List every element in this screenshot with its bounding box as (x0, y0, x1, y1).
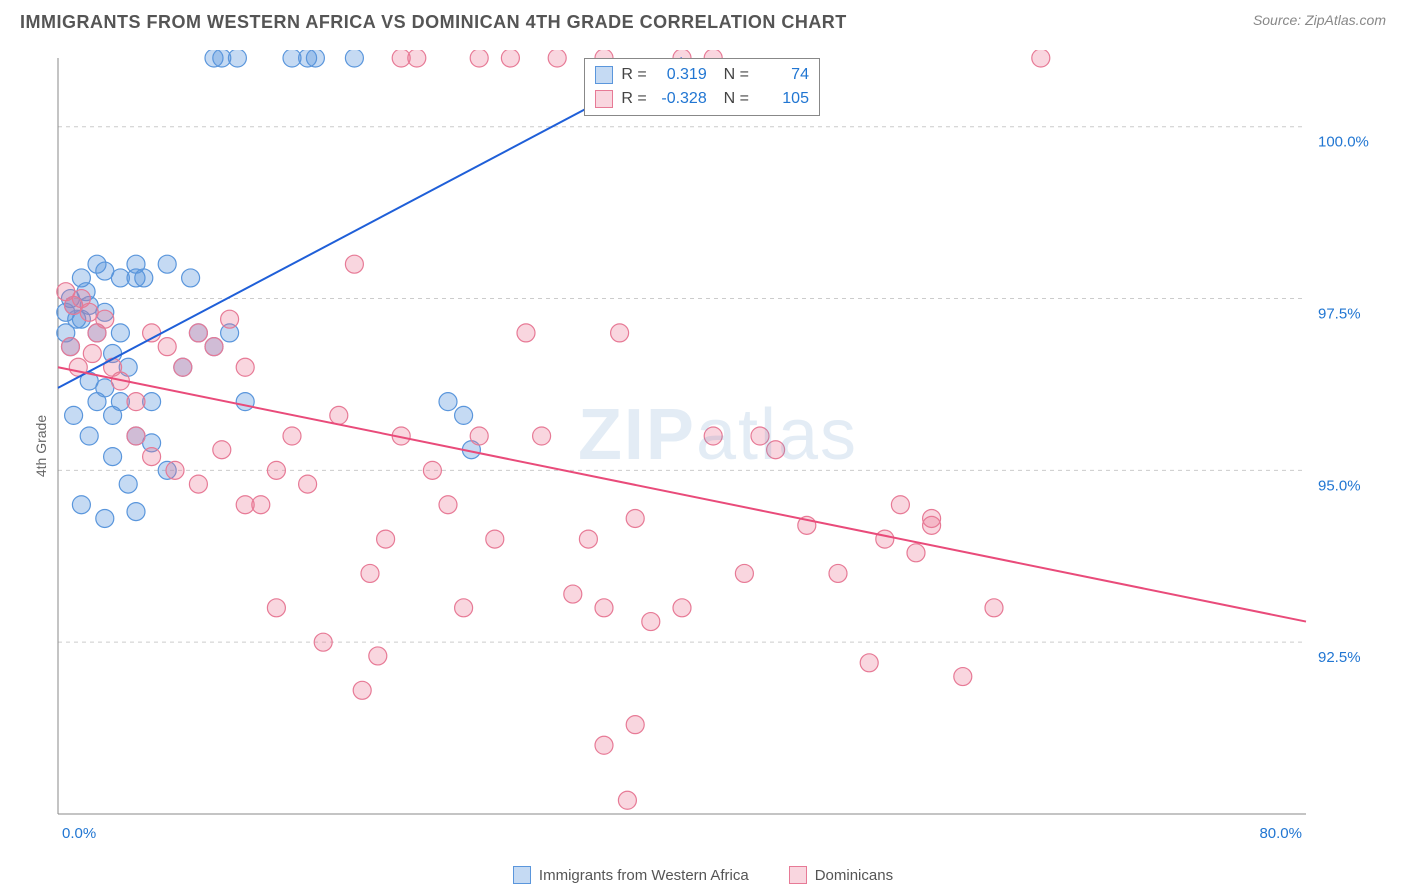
source-attribution: Source: ZipAtlas.com (1253, 12, 1386, 28)
legend-swatch (595, 90, 613, 108)
chart-title: IMMIGRANTS FROM WESTERN AFRICA VS DOMINI… (20, 12, 847, 33)
svg-text:95.0%: 95.0% (1318, 477, 1361, 494)
stats-r-value: 0.319 (655, 66, 707, 84)
svg-text:80.0%: 80.0% (1259, 825, 1302, 842)
stats-n-label: N = (715, 66, 749, 84)
series-legend: Immigrants from Western Africa Dominicans (0, 866, 1406, 884)
correlation-stats-box: R = 0.319 N = 74 R = -0.328 N = 105 (584, 58, 820, 116)
svg-text:100.0%: 100.0% (1318, 134, 1369, 151)
svg-text:0.0%: 0.0% (62, 825, 96, 842)
legend-item: Dominicans (789, 866, 893, 884)
stats-n-value: 74 (757, 66, 809, 84)
stats-r-label: R = (621, 66, 646, 84)
legend-item: Immigrants from Western Africa (513, 866, 749, 884)
legend-label: Dominicans (815, 867, 893, 884)
stats-r-label: R = (621, 90, 646, 108)
y-axis-label: 4th Grade (33, 415, 49, 477)
svg-text:92.5%: 92.5% (1318, 649, 1361, 666)
legend-swatch (513, 866, 531, 884)
stats-r-value: -0.328 (655, 90, 707, 108)
stats-row: R = 0.319 N = 74 (595, 63, 809, 87)
stats-n-label: N = (715, 90, 749, 108)
svg-text:97.5%: 97.5% (1318, 306, 1361, 323)
stats-row: R = -0.328 N = 105 (595, 87, 809, 111)
legend-swatch (595, 66, 613, 84)
legend-label: Immigrants from Western Africa (539, 867, 749, 884)
stats-n-value: 105 (757, 90, 809, 108)
chart-container: 92.5%95.0%97.5%100.0%0.0%80.0% ZIPatlas … (50, 50, 1386, 852)
legend-swatch (789, 866, 807, 884)
scatter-plot-svg: 92.5% 95.0% 97.5% 100.0% 0.0% 80.0% (50, 50, 1386, 852)
